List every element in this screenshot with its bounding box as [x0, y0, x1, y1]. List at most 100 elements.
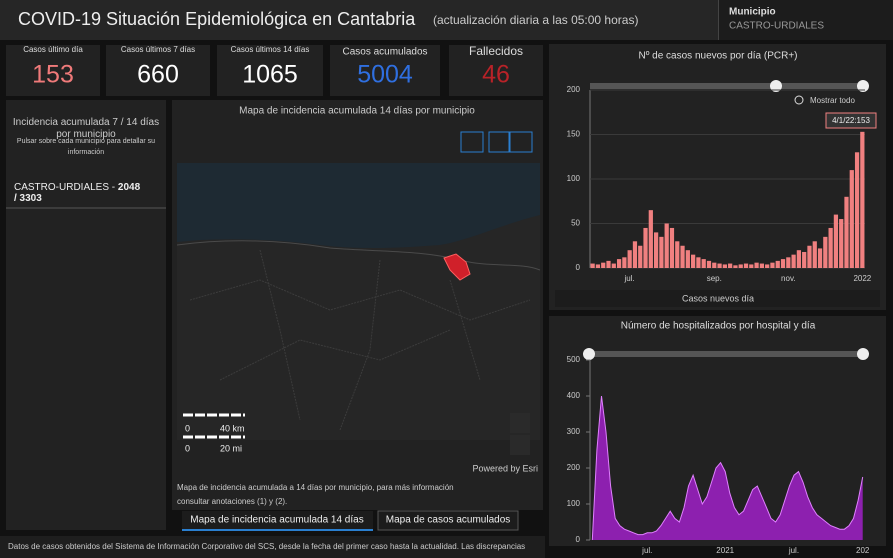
- selection-name: CASTRO-URDIALES -: [14, 182, 116, 193]
- kpi-label: Fallecidos: [469, 44, 523, 58]
- chart-title: Número de hospitalizados por hospital y …: [621, 321, 816, 332]
- area-line: [591, 395, 864, 541]
- bar: [796, 250, 802, 268]
- selection-values: 2048 / 3303: [14, 182, 141, 204]
- map-title: Mapa de incidencia acumulada 14 días por…: [239, 106, 475, 117]
- coast: [176, 240, 541, 271]
- y-tick-label: 100: [567, 499, 581, 508]
- left-panel: [6, 100, 166, 530]
- bar: [659, 236, 664, 268]
- y-tick-label: 0: [576, 535, 581, 544]
- bar: [738, 264, 743, 268]
- bar: [685, 250, 690, 268]
- bar: [749, 264, 754, 268]
- bar: [743, 263, 749, 268]
- bar: [791, 254, 796, 268]
- y-tick-label: 500: [567, 355, 581, 364]
- scroll-bar[interactable]: [555, 290, 880, 307]
- slider-handle[interactable]: [770, 80, 782, 92]
- kpi-box: [330, 45, 440, 96]
- x-tick-label: 2021: [716, 546, 734, 555]
- kpi-box: [106, 45, 210, 96]
- scale-label: 0: [185, 443, 190, 453]
- bar: [833, 214, 839, 268]
- bar: [691, 254, 696, 268]
- tab-active[interactable]: [182, 511, 373, 530]
- bar: [627, 250, 632, 268]
- tooltip-box: [825, 112, 877, 129]
- scale-label: 20 mi: [220, 443, 242, 453]
- y-tick-label: 200: [567, 463, 581, 472]
- kpi-value: 46: [482, 61, 510, 89]
- zoom-in[interactable]: [510, 413, 530, 433]
- sea: [177, 163, 540, 249]
- y-tick-label: 400: [567, 391, 581, 400]
- area: [592, 396, 863, 540]
- bar: [823, 236, 828, 268]
- slider-handle[interactable]: [857, 80, 869, 92]
- zoom-out[interactable]: [510, 435, 530, 455]
- search-button[interactable]: [460, 131, 484, 153]
- panel-title: Incidencia acumulada 7 / 14 días por mun…: [12, 117, 160, 140]
- panel-hint: Pulsar sobre cada municipio para detalla…: [16, 138, 156, 156]
- bar: [643, 227, 648, 268]
- bar: [812, 241, 817, 268]
- slider-handle[interactable]: [583, 348, 595, 360]
- page-title: COVID-19 Situación Epidemiológica en Can…: [18, 9, 416, 29]
- map[interactable]: [176, 131, 541, 455]
- x-tick-label: sep.: [707, 274, 722, 283]
- kpi-value: 5004: [357, 61, 413, 89]
- bar: [754, 262, 759, 268]
- home-button[interactable]: [488, 131, 510, 153]
- bar: [780, 259, 786, 268]
- bar: [669, 227, 675, 268]
- municipio-value: CASTRO-URDIALES: [729, 21, 824, 32]
- bar: [606, 260, 611, 268]
- bar: [849, 170, 854, 268]
- list-button[interactable]: [509, 131, 533, 153]
- bar: [759, 263, 764, 268]
- tab-label: Mapa de casos acumulados: [386, 515, 511, 526]
- bar: [775, 260, 780, 268]
- bar: [696, 257, 701, 268]
- bar: [733, 265, 738, 268]
- x-tick-label: jul.: [624, 274, 635, 283]
- bar: [765, 264, 770, 268]
- bar: [701, 259, 706, 268]
- y-tick-label: 0: [576, 263, 581, 272]
- municipio-label: Municipio: [729, 7, 776, 18]
- bar: [860, 131, 865, 268]
- bar: [786, 257, 791, 268]
- bar: [611, 263, 616, 268]
- roads: [189, 249, 531, 431]
- bar: [595, 264, 601, 268]
- map-caption: Mapa de incidencia acumulada a 14 días p…: [177, 483, 454, 506]
- kpi-label: Casos últimos 14 días: [231, 45, 310, 54]
- x-axis-title: Casos nuevos día: [682, 293, 754, 303]
- footer-text: Datos de casos obtenidos del Sistema de …: [8, 542, 526, 551]
- bar: [638, 245, 643, 268]
- y-tick-label: 100: [567, 174, 581, 183]
- x-tick-label: nov.: [781, 274, 796, 283]
- x-tick-label: 2022: [853, 274, 871, 283]
- bar: [802, 251, 807, 268]
- bar: [817, 248, 823, 268]
- y-tick-label: 150: [567, 130, 581, 139]
- zoom-icon: [794, 95, 804, 105]
- slider-handle[interactable]: [857, 348, 869, 360]
- kpi-box: [6, 45, 100, 96]
- bar: [653, 232, 659, 268]
- selection[interactable]: CASTRO-URDIALES - 2048 / 3303: [14, 182, 144, 204]
- tooltip: 4/1/22:153: [832, 116, 870, 125]
- bar: [648, 210, 653, 268]
- bar: [664, 223, 669, 268]
- tab[interactable]: [377, 510, 519, 531]
- municipio-box[interactable]: [718, 0, 893, 40]
- x-tick-label: jul.: [788, 546, 799, 555]
- bar: [601, 262, 606, 268]
- bar: [839, 219, 844, 268]
- kpi-box: [449, 45, 543, 96]
- selected-municipio[interactable]: [443, 253, 471, 281]
- y-tick-label: 300: [567, 427, 581, 436]
